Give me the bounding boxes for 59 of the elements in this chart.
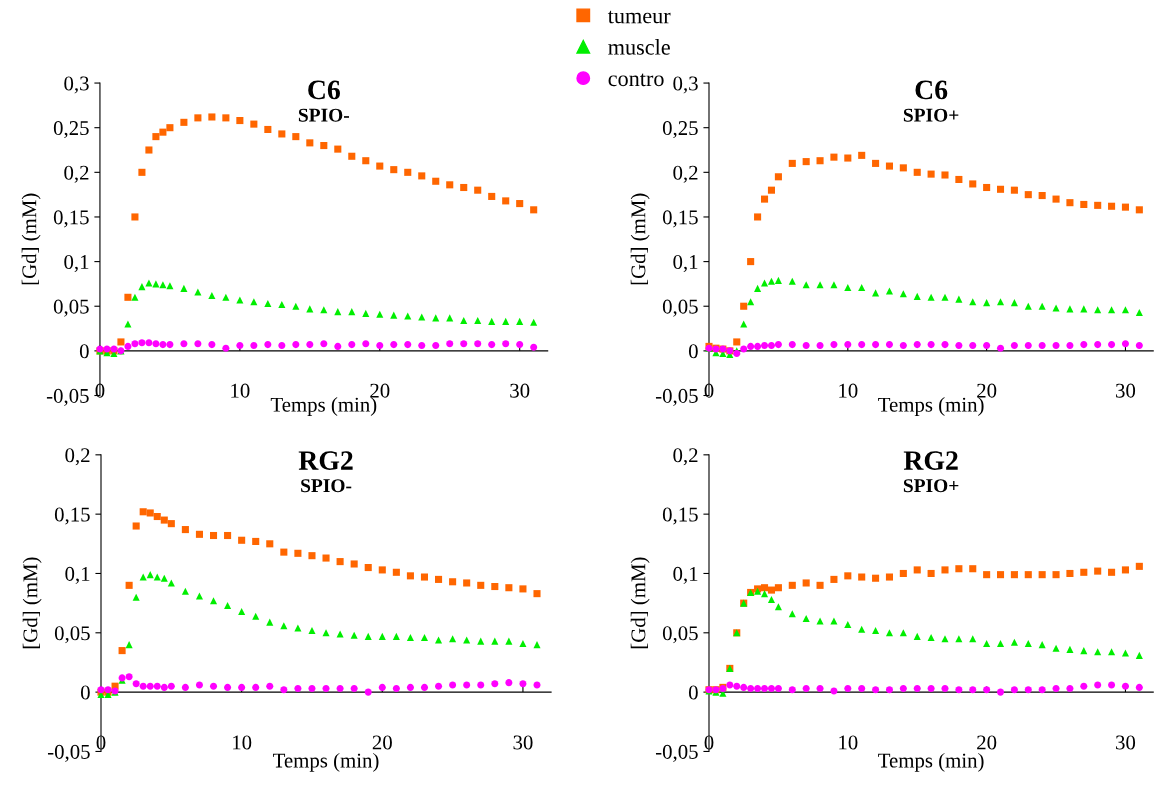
y-tick-label: -0,05 bbox=[47, 744, 90, 762]
y-tick-label: -0,05 bbox=[655, 388, 698, 406]
text: SPIO- bbox=[298, 108, 350, 122]
y-tick-label: 0,3 bbox=[64, 76, 89, 94]
y-axis-title: [Gd] (mM) bbox=[22, 557, 42, 649]
y-tick-label: 0,1 bbox=[673, 254, 698, 273]
y-tick-label: 0,05 bbox=[54, 626, 90, 644]
y-tick-label: 0,25 bbox=[53, 121, 89, 139]
y-tick-label: 0 bbox=[688, 344, 698, 359]
y-tick-label: 0,2 bbox=[64, 165, 89, 183]
legend-label: tumeur bbox=[607, 10, 671, 24]
y-tick-label: 0,15 bbox=[53, 210, 89, 228]
y-tick-label: 0,15 bbox=[662, 507, 698, 525]
y-tick-label: 0,15 bbox=[54, 507, 90, 525]
x-axis-title: Temps (min) bbox=[878, 752, 984, 772]
y-axis-title: [Gd] (mM) bbox=[630, 193, 650, 285]
y-tick-label: 0,3 bbox=[673, 76, 698, 94]
y-tick-label: 0,05 bbox=[53, 299, 89, 317]
x-axis-title: Temps (min) bbox=[270, 397, 377, 416]
y-tick-label: -0,05 bbox=[46, 388, 89, 406]
y-tick-label: 0,1 bbox=[673, 566, 698, 584]
chart-title: C6 bbox=[308, 80, 340, 100]
text: SPIO+ bbox=[903, 108, 959, 122]
text: SPIO+ bbox=[903, 479, 959, 493]
chart-title: RG2 bbox=[298, 451, 353, 470]
y-tick-label: 0,2 bbox=[673, 165, 698, 183]
x-tick-label: 10 bbox=[231, 383, 250, 398]
y-tick-label: 0,25 bbox=[662, 121, 698, 139]
x-tick-label: 20 bbox=[372, 735, 392, 750]
chart-title: RG2 bbox=[903, 451, 958, 470]
y-tick-label: 0 bbox=[80, 685, 90, 700]
x-tick-label: 30 bbox=[1116, 383, 1136, 398]
x-axis-title: Temps (min) bbox=[273, 752, 379, 772]
y-tick-label: 0,05 bbox=[662, 626, 698, 644]
y-tick-label: -0,05 bbox=[655, 744, 698, 762]
legend-label: contro bbox=[608, 73, 664, 87]
text: SPIO- bbox=[301, 479, 352, 493]
x-tick-label: 10 bbox=[233, 735, 252, 750]
y-tick-label: 0 bbox=[688, 685, 698, 700]
x-tick-label: 20 bbox=[977, 735, 997, 750]
x-tick-label: 30 bbox=[1116, 735, 1136, 750]
chart-title: C6 bbox=[915, 80, 948, 100]
x-tick-label: 20 bbox=[977, 383, 997, 398]
y-axis-title: [Gd] (mM) bbox=[21, 193, 41, 285]
x-tick-label: 20 bbox=[370, 383, 390, 398]
y-tick-label: 0,15 bbox=[662, 210, 698, 228]
x-axis-title: Temps (min) bbox=[878, 397, 984, 416]
y-tick-label: 0,1 bbox=[64, 254, 89, 273]
x-tick-label: 10 bbox=[839, 735, 858, 750]
y-tick-label: 0,2 bbox=[673, 448, 698, 466]
y-tick-label: 0,1 bbox=[65, 566, 90, 584]
y-tick-label: 0,2 bbox=[65, 448, 90, 466]
y-tick-label: 0,05 bbox=[662, 299, 698, 317]
y-axis-title: [Gd] (mM) bbox=[630, 557, 650, 649]
y-tick-label: 0 bbox=[79, 344, 89, 359]
x-tick-label: 10 bbox=[839, 383, 858, 398]
x-tick-label: 30 bbox=[510, 383, 530, 398]
legend-label: muscle bbox=[608, 39, 670, 55]
x-tick-label: 30 bbox=[513, 735, 533, 750]
